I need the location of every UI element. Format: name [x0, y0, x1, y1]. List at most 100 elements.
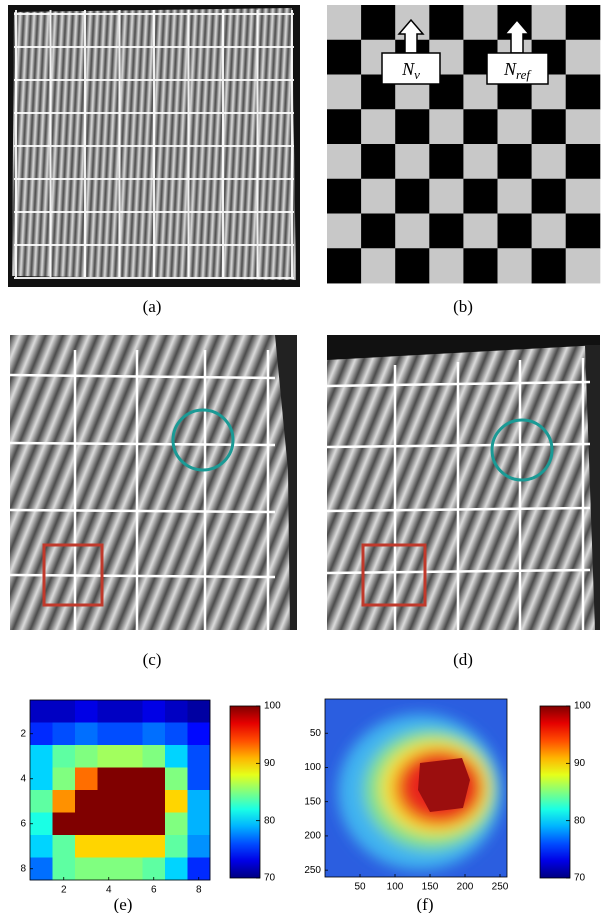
checker-square — [429, 178, 464, 214]
checker-square — [361, 248, 396, 284]
heatmap-cell — [52, 812, 76, 836]
checker-square — [361, 213, 396, 249]
checker-square — [395, 109, 430, 145]
heatmap-cell — [75, 767, 98, 791]
contour-field — [325, 699, 507, 877]
heatmap-cell — [52, 835, 76, 858]
colorbar — [229, 705, 261, 879]
heatmap-cell — [52, 767, 76, 791]
heatmap-cell — [187, 857, 211, 881]
colorbar-tick-label: 90 — [574, 758, 586, 769]
heatmap-cell — [97, 857, 121, 881]
panel-label: (d) — [453, 650, 473, 669]
checker-square — [531, 144, 567, 180]
checker-square — [565, 178, 601, 214]
checker-square — [327, 74, 362, 110]
heatmap-cell — [120, 835, 143, 858]
x-tick-label: 200 — [457, 882, 474, 893]
heatmap-cell — [75, 812, 98, 836]
arrow-label: Nref — [503, 59, 532, 82]
checker-square — [565, 74, 601, 110]
heatmap-cell — [97, 745, 121, 768]
heatmap-cell — [120, 700, 143, 723]
colorbar-tick-label: 100 — [574, 701, 591, 712]
heatmap-cell — [52, 722, 76, 746]
panel-label: (e) — [114, 895, 133, 913]
heatmap-cell — [187, 722, 211, 746]
checker-square — [395, 144, 430, 180]
heatmap-cell — [142, 790, 166, 813]
y-tick-label: 200 — [304, 831, 321, 842]
heatmap-cell — [97, 767, 121, 791]
heatmap-cell — [187, 835, 211, 858]
checker-square — [531, 5, 567, 41]
x-tick-label: 2 — [61, 885, 67, 896]
x-tick-label: 150 — [422, 882, 439, 893]
checker-square — [565, 248, 601, 284]
heatmap-cell — [120, 790, 143, 813]
heatmap-cell — [187, 767, 211, 791]
y-tick-label: 100 — [304, 762, 321, 773]
checker-square — [327, 109, 362, 145]
heatmap-cell — [97, 835, 121, 858]
heatmap-cell — [120, 722, 143, 746]
heatmap-cell — [30, 722, 53, 746]
checker-square — [395, 213, 430, 249]
heatmap-cell — [30, 767, 53, 791]
heatmap-cell — [75, 745, 98, 768]
checker-square — [327, 144, 362, 180]
heatmap-cell — [52, 857, 76, 881]
colorbar-tick-label: 80 — [264, 815, 276, 826]
checker-square — [429, 144, 464, 180]
checker-square — [497, 109, 533, 145]
heatmap-cell — [120, 812, 143, 836]
y-tick-label: 150 — [304, 796, 321, 807]
checker-square — [565, 5, 601, 41]
checker-square — [429, 109, 464, 145]
colorbar-tick-label: 70 — [264, 873, 276, 884]
y-tick-label: 250 — [304, 865, 321, 876]
heatmap-cell — [30, 835, 53, 858]
checker-square — [497, 213, 533, 249]
checker-square — [565, 213, 601, 249]
heatmap-cell — [187, 812, 211, 836]
heatmap-cell — [165, 722, 188, 746]
heatmap-cell — [142, 722, 166, 746]
heatmap-cell — [30, 812, 53, 836]
heatmap-cell — [75, 722, 98, 746]
arrow-label: Nν — [401, 59, 420, 82]
checker-square — [327, 5, 362, 41]
checker-square — [361, 144, 396, 180]
colorbar — [539, 705, 571, 879]
checker-square — [497, 248, 533, 284]
heatmap-cell — [165, 812, 188, 836]
colorbar-tick-label: 80 — [574, 815, 586, 826]
x-tick-label: 8 — [196, 885, 202, 896]
checker-square — [497, 178, 533, 214]
y-tick-label: 8 — [20, 863, 26, 874]
heatmap-cell — [165, 857, 188, 881]
arrow-box: Nref — [486, 18, 549, 85]
checker-square — [463, 178, 498, 214]
panel-b — [327, 5, 601, 284]
x-tick-label: 50 — [354, 882, 366, 893]
checker-square — [463, 213, 498, 249]
heatmap-cell — [52, 745, 76, 768]
checker-square — [531, 178, 567, 214]
heatmap-cell — [187, 745, 211, 768]
checker-square — [531, 248, 567, 284]
heatmap-cell — [165, 745, 188, 768]
checker-square — [463, 109, 498, 145]
heatmap-cell — [165, 835, 188, 858]
heatmap-cell — [120, 767, 143, 791]
y-tick-label: 6 — [20, 818, 26, 829]
heatmap-cell — [120, 745, 143, 768]
x-tick-label: 4 — [106, 885, 112, 896]
checker-square — [361, 178, 396, 214]
panel-label: (b) — [453, 297, 473, 316]
heatmap-cell — [165, 790, 188, 813]
checker-square — [361, 5, 396, 41]
checker-square — [565, 109, 601, 145]
colorbar-tick-label: 90 — [264, 758, 276, 769]
